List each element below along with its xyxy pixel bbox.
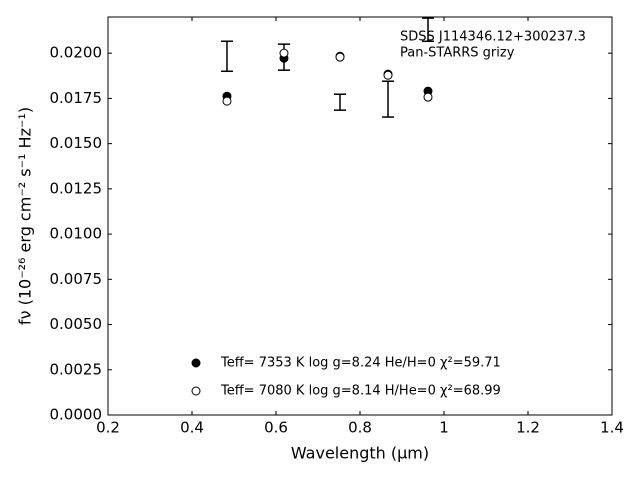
x-tick-label: 1.2 — [516, 419, 540, 437]
legend-marker — [191, 386, 201, 396]
y-tick-label: 0.0050 — [50, 315, 103, 333]
legend-label: Teff= 7080 K log g=8.14 H/He=0 χ²=68.99 — [220, 384, 501, 399]
legend-label: Teff= 7353 K log g=8.24 He/H=0 χ²=59.71 — [220, 356, 501, 371]
y-tick-label: 0.0150 — [50, 134, 103, 152]
y-tick-label: 0.0100 — [50, 225, 103, 243]
y-tick-label: 0.0075 — [50, 270, 103, 288]
y-tick-label: 0.0025 — [50, 360, 103, 378]
x-axis-label: Wavelength (μm) — [291, 444, 429, 463]
model-point — [335, 52, 345, 62]
annotation: Pan-STARRS grizy — [400, 46, 515, 61]
y-tick-label: 0.0200 — [50, 44, 103, 62]
y-tick-label: 0.0125 — [50, 179, 103, 197]
model-point — [423, 92, 433, 102]
model-point — [383, 70, 393, 80]
x-tick-label: 0.8 — [348, 419, 372, 437]
x-tick-label: 0.2 — [96, 419, 120, 437]
x-tick-label: 1 — [439, 419, 449, 437]
y-axis-label: fν (10⁻²⁶ erg cm⁻² s⁻¹ Hz⁻¹) — [16, 107, 35, 325]
annotation: SDSS J114346.12+300237.3 — [400, 30, 586, 45]
model-point — [279, 48, 289, 58]
x-tick-label: 1.4 — [600, 419, 624, 437]
x-tick-label: 0.4 — [180, 419, 204, 437]
x-tick-label: 0.6 — [264, 419, 288, 437]
model-point — [222, 96, 232, 106]
y-tick-label: 0.0175 — [50, 89, 103, 107]
legend-marker — [191, 358, 201, 368]
y-tick-label: 0.0000 — [50, 406, 103, 424]
